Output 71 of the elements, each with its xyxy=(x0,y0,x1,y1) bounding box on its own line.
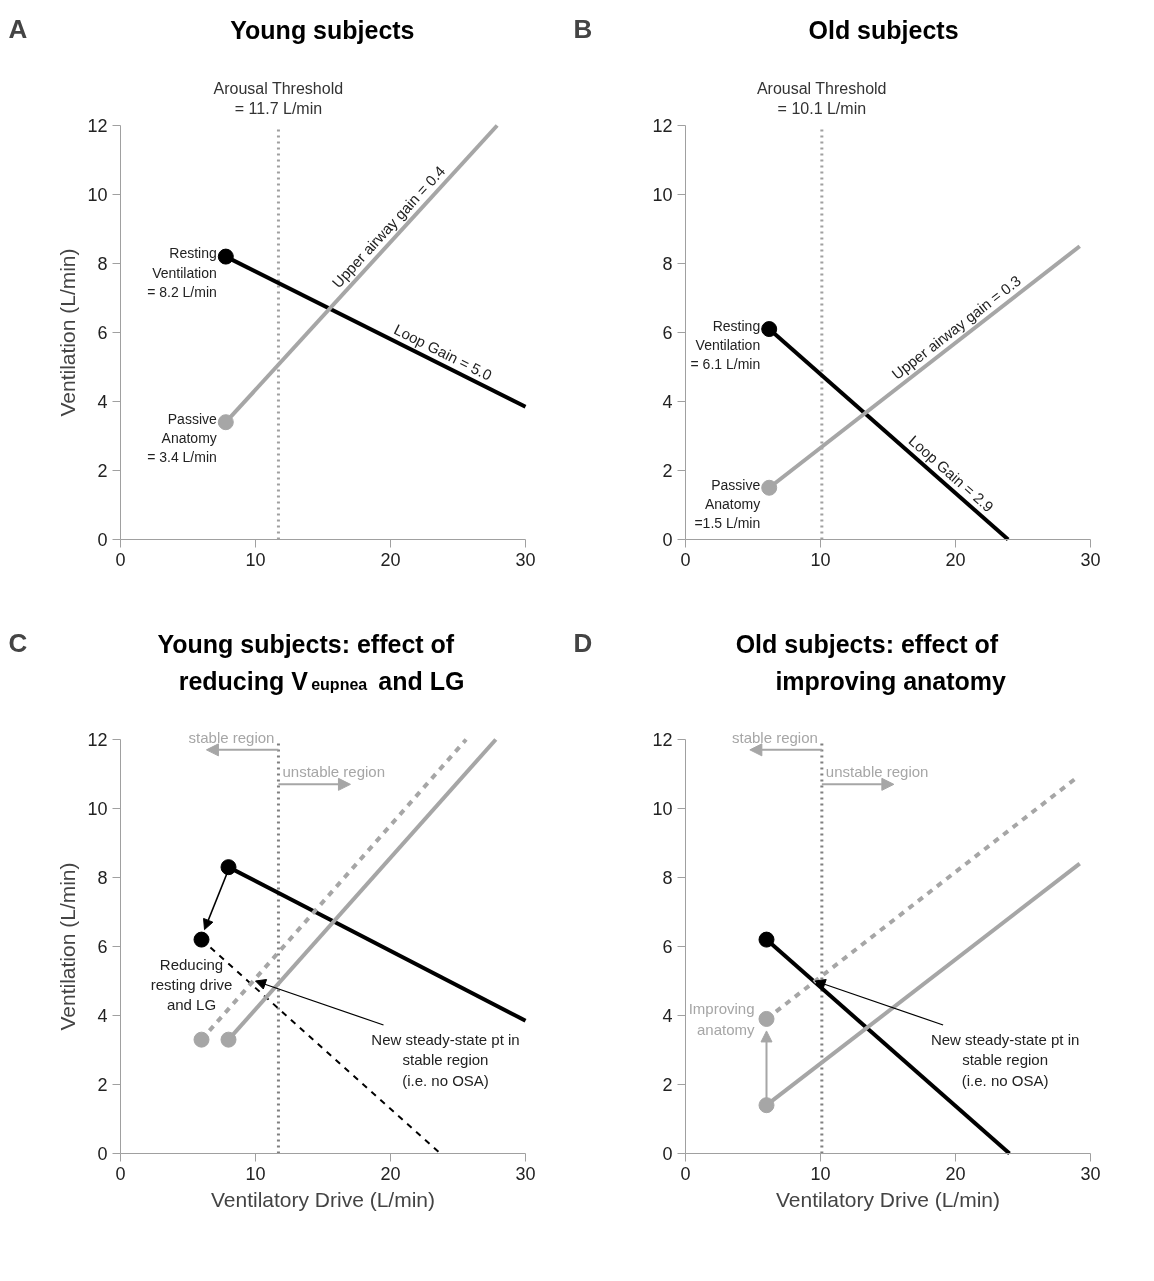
y-tick-label: 2 xyxy=(97,1075,108,1095)
y-tick-label: 4 xyxy=(662,1006,673,1026)
annotation: Improving anatomy xyxy=(688,1000,755,1038)
text: D xyxy=(573,627,593,658)
annotation: unstable region xyxy=(282,763,386,781)
chart-title: Young subjects xyxy=(230,15,415,44)
ref-line-label: Arousal Threshold = 10.1 L/min xyxy=(756,80,887,118)
x-tick-label: 20 xyxy=(945,549,966,570)
y-tick-label: 4 xyxy=(97,1006,108,1026)
x-tick-label: 30 xyxy=(515,549,536,570)
annotation: New steady-state pt in stable region (i.e. no OSA) xyxy=(930,1031,1080,1089)
annotation: Loop Gain = 5.0 xyxy=(391,320,495,384)
y-tick-label: 10 xyxy=(652,185,673,205)
x-tick-label: 30 xyxy=(1080,1163,1101,1184)
y-tick-label: 6 xyxy=(662,323,673,343)
y-tick-label: 12 xyxy=(87,730,108,750)
y-axis-title: Ventilation (L/min) xyxy=(56,248,80,417)
y-tick-label: 0 xyxy=(97,530,108,550)
y-tick-label: 6 xyxy=(662,937,673,957)
x-tick-label: 10 xyxy=(245,1163,266,1184)
y-tick-label: 0 xyxy=(662,530,673,550)
y-tick-label: 6 xyxy=(97,937,108,957)
annotation: Passive Anatomy = 3.4 L/min xyxy=(147,411,218,466)
y-tick-label: 4 xyxy=(97,392,108,412)
x-tick-label: 10 xyxy=(810,549,831,570)
y-tick-label: 8 xyxy=(97,868,108,888)
x-tick-label: 10 xyxy=(245,549,266,570)
annotation: stable region xyxy=(188,728,275,746)
annotation: Passive Anatomy =1.5 L/min xyxy=(694,476,761,531)
annotation: stable region xyxy=(731,728,818,746)
y-tick-label: 12 xyxy=(652,116,673,136)
x-tick-label: 0 xyxy=(115,1163,126,1184)
annotation: Resting Ventilation = 6.1 L/min xyxy=(690,317,761,373)
y-tick-label: 2 xyxy=(97,461,108,481)
x-tick-label: 20 xyxy=(380,1163,401,1184)
x-tick-label: 0 xyxy=(680,549,691,570)
y-tick-label: 10 xyxy=(87,185,108,205)
y-tick-label: 4 xyxy=(662,392,673,412)
y-tick-label: 8 xyxy=(97,254,108,274)
annotation: Reducing resting drive and LG xyxy=(150,955,233,1014)
x-tick-label: 20 xyxy=(945,1163,966,1184)
x-tick-label: 20 xyxy=(380,549,401,570)
text: C xyxy=(8,627,28,658)
annotation: New steady-state pt in stable region (i.e. no OSA) xyxy=(371,1031,520,1089)
y-tick-label: 10 xyxy=(652,799,673,819)
x-axis-title: Ventilatory Drive (L/min) xyxy=(210,1187,436,1211)
y-tick-label: 6 xyxy=(97,323,108,343)
x-tick-label: 30 xyxy=(1080,549,1101,570)
x-tick-label: 0 xyxy=(680,1163,691,1184)
text: A xyxy=(8,13,28,44)
x-tick-label: 30 xyxy=(515,1163,536,1184)
y-tick-label: 10 xyxy=(87,799,108,819)
chart-title: Young subjects: effect of reducing Veupnea and LG xyxy=(157,629,465,695)
text: B xyxy=(573,13,593,44)
annotation: unstable region xyxy=(825,763,929,781)
y-tick-label: 0 xyxy=(97,1144,108,1164)
y-tick-label: 12 xyxy=(652,730,673,750)
y-tick-label: 2 xyxy=(662,461,673,481)
y-tick-label: 0 xyxy=(662,1144,673,1164)
annotation: Resting Ventilation = 8.2 L/min xyxy=(147,245,217,300)
y-tick-label: 2 xyxy=(662,1075,673,1095)
y-axis-title: Ventilation (L/min) xyxy=(56,862,80,1031)
x-axis-title: Ventilatory Drive (L/min) xyxy=(775,1187,1001,1211)
ref-line-label: Arousal Threshold = 11.7 L/min xyxy=(213,80,344,118)
x-tick-label: 0 xyxy=(115,549,126,570)
chart-title: Old subjects xyxy=(808,15,959,44)
chart-title: Old subjects: effect of improving anatomy xyxy=(735,629,1007,695)
y-tick-label: 8 xyxy=(662,254,673,274)
y-tick-label: 8 xyxy=(662,868,673,888)
y-tick-label: 12 xyxy=(87,116,108,136)
x-tick-label: 10 xyxy=(810,1163,831,1184)
